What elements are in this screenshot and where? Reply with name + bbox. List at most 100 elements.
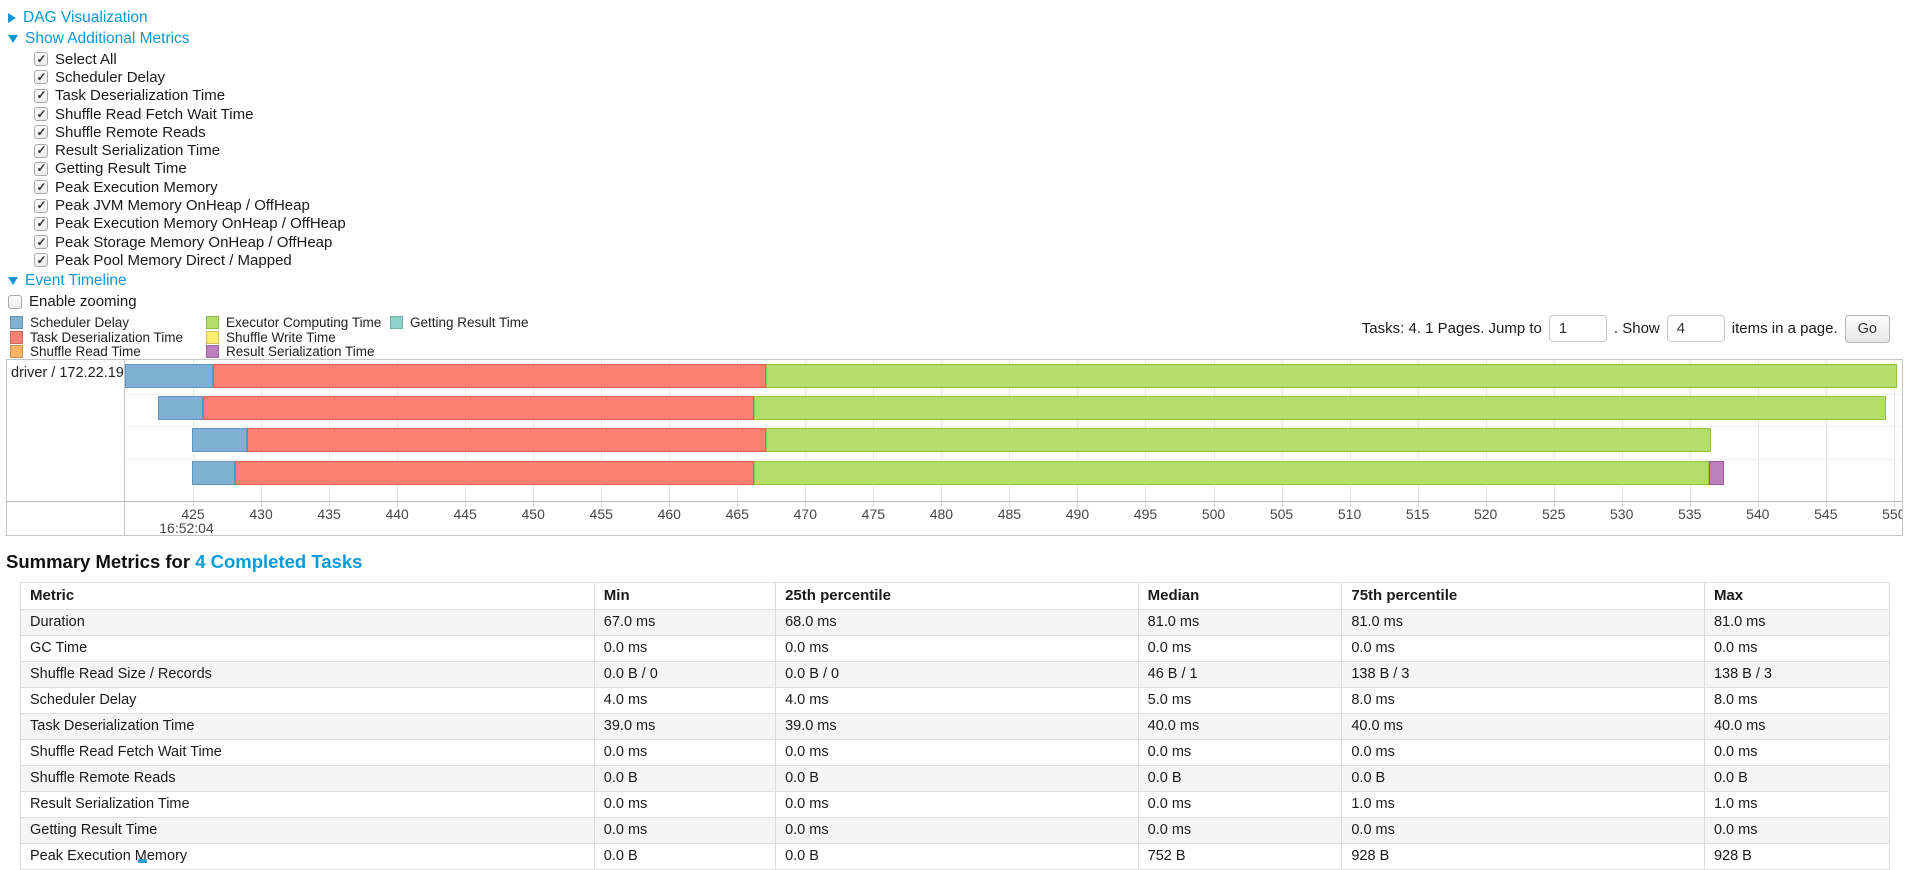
metric-value-cell: 5.0 ms [1137, 686, 1343, 714]
timeline-task-row [125, 395, 1902, 420]
legend-swatch-scheduler_delay [10, 316, 23, 330]
metric-value-cell: 0.0 ms [593, 816, 777, 844]
axis-tick-label: 510 [1337, 505, 1362, 522]
metric-checkbox-label: Result Serialization Time [55, 142, 221, 160]
timeline-bar-segment-executor_computing[interactable] [766, 428, 1712, 453]
axis-tick [1009, 501, 1011, 507]
timeline-bar-segment-scheduler_delay[interactable] [157, 395, 203, 420]
metric-checkbox[interactable] [34, 180, 48, 195]
axis-tick [1825, 501, 1827, 507]
legend-column: Executor Computing Time Shuffle Write Tim… [206, 315, 390, 359]
items-per-page-text: items in a page. [1731, 320, 1838, 338]
axis-tick-label: 545 [1814, 505, 1838, 522]
timeline-bar-segment-task_deserialization[interactable] [202, 395, 755, 420]
enable-zooming-checkbox[interactable] [8, 294, 22, 309]
axis-tick [1485, 501, 1487, 507]
metric-value-cell: 0.0 ms [1137, 790, 1343, 818]
timeline-bar-segment-result_serialization[interactable] [1709, 460, 1725, 485]
table-row: Task Deserialization Time 39.0 ms 39.0 ms 4… [20, 712, 1891, 740]
timeline-bar-segment-executor_computing[interactable] [766, 363, 1898, 388]
metric-checkbox-label: Peak Execution Memory [55, 178, 218, 196]
metric-checkbox[interactable] [34, 253, 48, 268]
metric-checkbox-row: Shuffle Remote Reads [34, 123, 1907, 141]
table-row: Shuffle Read Size / Records 0.0 B / 0 0.0 … [20, 660, 1891, 688]
metric-value-cell: 0.0 ms [593, 738, 777, 766]
legend-column: Getting Result Time [390, 315, 529, 359]
axis-tick-label: 485 [997, 505, 1022, 522]
table-row: Peak Execution Memory 0.0 B 0.0 B 752 B 928 … [20, 842, 1891, 870]
timeline-bar-segment-task_deserialization[interactable] [246, 428, 767, 453]
metric-value-cell: 0.0 B [775, 842, 1139, 870]
event-timeline-toggle[interactable]: Event Timeline [8, 272, 1907, 291]
metric-checkbox-label: Peak Execution Memory OnHeap / OffHeap [55, 215, 346, 233]
metric-checkbox[interactable] [34, 161, 48, 176]
timeline-bar-segment-executor_computing[interactable] [754, 395, 1886, 420]
timeline-bar-segment-scheduler_delay[interactable] [191, 460, 235, 485]
axis-tick [1757, 501, 1759, 507]
metric-value-cell: 0.0 B [593, 842, 777, 870]
metric-value-cell: 0.0 ms [775, 738, 1139, 766]
metric-checkbox[interactable] [34, 88, 48, 103]
go-button[interactable]: Go [1844, 314, 1890, 343]
task-pagination: Tasks: 4. 1 Pages. Jump to . Show items … [1362, 314, 1890, 343]
legend-swatch-shuffle_write [206, 330, 219, 344]
legend-item: Scheduler Delay [10, 315, 206, 331]
legend-label: Getting Result Time [410, 315, 529, 331]
metric-value-cell: 4.0 ms [775, 686, 1139, 714]
timeline-legend: Scheduler Delay Task Deserialization Time… [10, 313, 1907, 359]
show-additional-metrics-label[interactable]: Show Additional Metrics [25, 29, 190, 47]
legend-pagination-band: Scheduler Delay Task Deserialization Time… [0, 313, 1907, 359]
metric-value-cell: 8.0 ms [1341, 686, 1705, 714]
axis-major-label: 16:52:04 [159, 519, 214, 535]
metric-checkbox[interactable] [34, 143, 48, 158]
jump-to-page-input[interactable] [1548, 315, 1607, 343]
metric-name-cell: GC Time [20, 634, 595, 662]
metric-value-cell: 928 B [1703, 842, 1891, 870]
metric-checkbox[interactable] [34, 107, 48, 122]
metric-value-cell: 0.0 B / 0 [593, 660, 777, 688]
axis-tick-label: 530 [1610, 505, 1634, 522]
legend-label: Scheduler Delay [30, 315, 130, 331]
metric-value-cell: 0.0 ms [775, 634, 1139, 662]
timeline-bar-segment-executor_computing[interactable] [754, 460, 1710, 485]
timeline-bar-segment-scheduler_delay[interactable] [125, 363, 213, 388]
metric-checkbox[interactable] [34, 216, 48, 231]
axis-tick-label: 455 [589, 505, 613, 522]
additional-metrics-list: Select All Scheduler Delay Task Deserializ… [34, 50, 1907, 270]
items-per-page-input[interactable] [1666, 315, 1725, 343]
show-additional-metrics-toggle[interactable]: Show Additional Metrics [8, 29, 1907, 48]
table-row: Getting Result Time 0.0 ms 0.0 ms 0.0 ms 0.0… [20, 816, 1891, 844]
event-timeline-label[interactable]: Event Timeline [25, 272, 127, 290]
legend-item: Task Deserialization Time [10, 330, 206, 345]
axis-tick-label: 490 [1065, 505, 1090, 522]
timeline-bar-segment-task_deserialization[interactable] [212, 363, 767, 388]
metric-value-cell: 0.0 ms [775, 816, 1139, 844]
legend-label: Shuffle Read Time [30, 344, 141, 360]
axis-tick-label: 525 [1541, 505, 1566, 522]
metric-checkbox[interactable] [34, 52, 48, 67]
metric-checkbox[interactable] [34, 70, 48, 85]
stage-detail-toggles: DAG Visualization Show Additional Metric… [0, 8, 1907, 311]
timeline-row-separator [125, 393, 1902, 395]
dag-visualization-toggle[interactable]: DAG Visualization [8, 8, 1907, 27]
axis-tick [669, 501, 671, 507]
metric-value-cell: 67.0 ms [593, 608, 777, 636]
axis-tick [1145, 501, 1147, 507]
timeline-bar-segment-task_deserialization[interactable] [234, 460, 755, 485]
metric-value-cell: 0.0 B / 0 [775, 660, 1139, 688]
metric-checkbox[interactable] [34, 198, 48, 213]
axis-tick [397, 501, 399, 507]
table-row: Duration 67.0 ms 68.0 ms 81.0 ms 81.0 ms 81.0… [20, 608, 1891, 636]
dag-visualization-label[interactable]: DAG Visualization [23, 8, 148, 26]
completed-tasks-link[interactable]: 4 Completed Tasks [195, 550, 363, 572]
metric-checkbox[interactable] [34, 125, 48, 140]
metric-value-cell: 0.0 B [593, 764, 777, 792]
metric-checkbox-label: Peak JVM Memory OnHeap / OffHeap [55, 197, 310, 215]
metric-checkbox[interactable] [34, 235, 48, 250]
chevron-right-icon [8, 12, 16, 23]
axis-tick [1553, 501, 1555, 507]
axis-tick-label: 470 [793, 505, 817, 522]
chevron-down-icon [8, 277, 18, 286]
timeline-bar-segment-scheduler_delay[interactable] [191, 428, 247, 453]
metric-value-cell: 1.0 ms [1341, 790, 1705, 818]
